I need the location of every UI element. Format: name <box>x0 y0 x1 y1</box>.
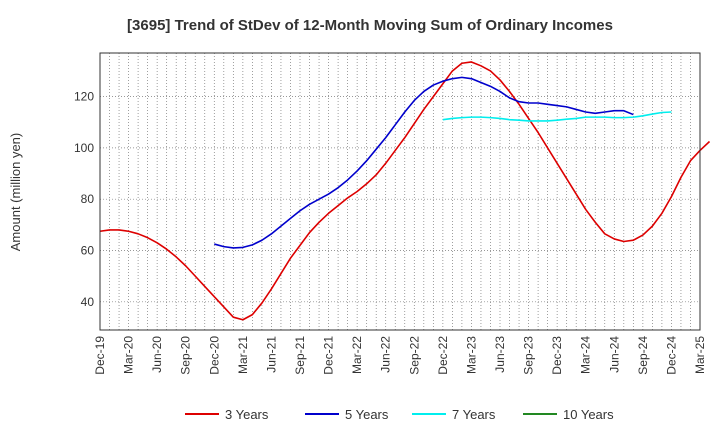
x-tick-label: Mar-25 <box>693 336 707 374</box>
x-tick-label: Dec-20 <box>207 336 221 375</box>
y-axis-label: Amount (million yen) <box>8 133 23 252</box>
x-tick-label: Jun-21 <box>264 336 278 373</box>
series-line-3-years <box>99 61 711 321</box>
x-tick-label: Mar-23 <box>464 336 478 374</box>
x-tick-label: Dec-21 <box>322 336 336 375</box>
x-tick-label: Mar-22 <box>350 336 364 374</box>
chart-title: [3695] Trend of StDev of 12-Month Moving… <box>127 17 613 34</box>
plot-area-border <box>99 52 701 331</box>
legend-label: 10 Years <box>563 407 614 422</box>
x-tick-label: Mar-24 <box>579 336 593 374</box>
x-tick-label: Sep-23 <box>522 336 536 375</box>
y-axis-ticks: 40 60 80 100 120 <box>74 90 94 309</box>
x-tick-label: Jun-24 <box>607 336 621 373</box>
legend-label: 5 Years <box>345 407 389 422</box>
x-tick-label: Dec-19 <box>93 336 107 375</box>
y-tick-label: 40 <box>81 295 95 309</box>
x-tick-label: Dec-24 <box>664 336 678 375</box>
x-tick-label: Dec-23 <box>550 336 564 375</box>
y-tick-label: 100 <box>74 141 94 155</box>
legend-label: 7 Years <box>452 407 496 422</box>
x-tick-label: Sep-22 <box>407 336 421 375</box>
x-tick-label: Sep-20 <box>179 336 193 375</box>
x-tick-label: Jun-22 <box>379 336 393 373</box>
y-tick-label: 80 <box>81 192 95 206</box>
x-tick-label: Mar-20 <box>122 336 136 374</box>
plot-grid <box>100 53 700 330</box>
y-tick-label: 120 <box>74 90 94 104</box>
x-axis-ticks: Dec-19 Mar-20 Jun-20 Sep-20 Dec-20 Mar-21 Jun-… <box>93 336 707 375</box>
x-tick-label: Jun-20 <box>150 336 164 373</box>
legend-label: 3 Years <box>225 407 269 422</box>
x-tick-label: Sep-21 <box>293 336 307 375</box>
x-tick-label: Mar-21 <box>236 336 250 374</box>
legend: 3 Years 5 Years 7 Years 10 Years <box>185 407 614 422</box>
x-tick-label: Sep-24 <box>636 336 650 375</box>
x-tick-label: Jun-23 <box>493 336 507 373</box>
plot-series <box>99 61 711 321</box>
x-tick-label: Dec-22 <box>436 336 450 375</box>
y-tick-label: 60 <box>81 243 95 257</box>
series-line-7-years <box>442 111 672 122</box>
series-line-5-years <box>214 76 634 249</box>
